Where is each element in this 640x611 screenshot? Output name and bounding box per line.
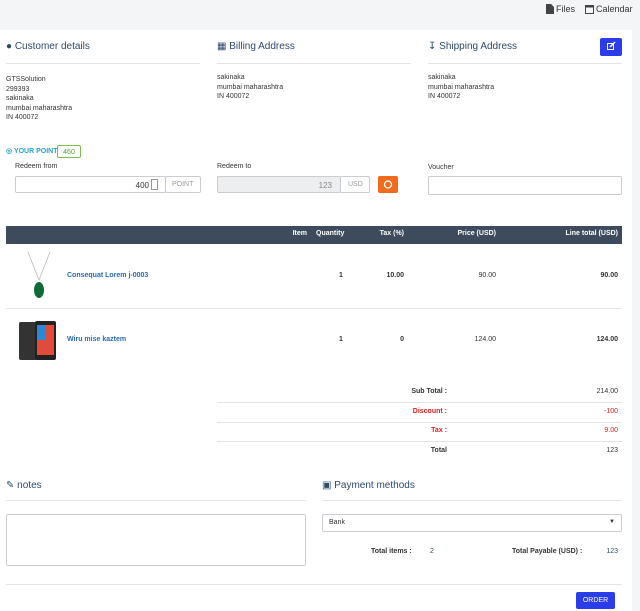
address-line: sakinaka	[217, 74, 245, 81]
cell: 0	[400, 336, 404, 343]
calendar-icon	[585, 5, 594, 14]
redeem-from-label: Redeem from	[15, 163, 58, 170]
text: Billing Address	[229, 41, 295, 52]
text: notes	[17, 480, 42, 491]
edit-icon	[607, 41, 616, 50]
text: Shipping Address	[439, 41, 518, 52]
redeem-to-input: 123	[217, 176, 341, 193]
product-name[interactable]: Consequat Lorem j-0003	[67, 272, 149, 279]
product-image	[27, 251, 51, 298]
cell: 90.00	[478, 272, 496, 279]
total-label: Tax :	[431, 427, 447, 435]
total-label: Sub Total :	[411, 388, 447, 395]
value: 400	[135, 181, 149, 190]
cell: 124.00	[596, 336, 618, 343]
total-value: -100	[603, 407, 618, 415]
files-link[interactable]: Files	[556, 4, 576, 14]
address-line: sakinaka	[428, 74, 456, 81]
value: Bank	[329, 519, 345, 526]
total-label: Total	[430, 447, 447, 455]
calendar-link[interactable]: Calendar	[596, 4, 633, 14]
text: Customer details	[14, 41, 90, 52]
column-header: Quantity	[316, 230, 345, 237]
redeem-from-addon: POINT	[165, 176, 201, 193]
billing-title: ▦ Billing Address	[217, 41, 295, 52]
total-value: 9.00	[604, 427, 618, 435]
divider	[217, 63, 411, 64]
cell: 10.00	[386, 272, 404, 279]
address-line: IN 400072	[217, 93, 250, 101]
payment-title: ▣ Payment methods	[322, 480, 415, 491]
redeem-to-label: Redeem to	[217, 163, 252, 170]
divider	[322, 500, 622, 501]
total-payable-label: Total Payable (USD) :	[512, 548, 583, 555]
shipping-title: ↧ Shipping Address	[428, 41, 518, 52]
address-line: GTSSolution	[6, 76, 46, 83]
customer-title: ● Customer details	[6, 41, 90, 52]
total-items: 2	[430, 548, 434, 555]
order-button[interactable]: ORDER	[576, 592, 615, 609]
notes-title: ✎ notes	[6, 480, 42, 491]
caret: ▼	[609, 519, 615, 525]
redeem-from-input[interactable]: 400	[15, 176, 166, 193]
cell: 90.00	[600, 272, 618, 279]
redeem-to-addon: USD	[340, 176, 370, 193]
address-line: IN 400072	[428, 93, 461, 101]
table-header	[6, 226, 622, 244]
divider	[6, 63, 200, 64]
text: YOUR POINT	[13, 148, 58, 155]
product-name[interactable]: Wiru mise kaztem	[67, 336, 127, 343]
column-header: Tax (%)	[379, 230, 404, 237]
divider	[217, 402, 622, 403]
points-label: ◎ YOUR POINT	[6, 148, 58, 155]
refresh-icon	[383, 180, 393, 189]
divider	[6, 500, 306, 501]
row-divider	[6, 308, 622, 309]
product-image	[19, 321, 56, 360]
total-label: Discount :	[412, 407, 447, 415]
points-badge: 460	[57, 145, 81, 158]
total-payable: 123	[606, 548, 618, 555]
value: 123	[318, 181, 332, 190]
unit: POINT	[172, 181, 194, 188]
payment-select[interactable]: Bank ▼	[322, 514, 622, 532]
spinner[interactable]	[151, 179, 158, 190]
unit: USD	[348, 181, 363, 188]
divider	[217, 421, 622, 423]
column-header: Line total (USD)	[565, 230, 619, 237]
address-line: sakinaka	[6, 95, 34, 103]
address-line: IN 400072	[6, 114, 39, 122]
text: Payment methods	[334, 480, 415, 491]
total-value: 214.00	[596, 388, 618, 395]
address-line: mumbai maharashtra	[6, 104, 73, 112]
column-header: Price (USD)	[457, 230, 496, 237]
cell: 1	[339, 336, 343, 343]
divider	[428, 63, 622, 64]
column-header: Item	[292, 230, 307, 237]
total-value: 123	[606, 447, 618, 455]
address-line: mumbai maharashtra	[217, 83, 284, 91]
refresh-button[interactable]	[378, 176, 398, 193]
voucher-label: Voucher	[428, 164, 454, 171]
edit-button[interactable]	[600, 38, 622, 56]
divider	[6, 584, 622, 585]
voucher-input[interactable]	[428, 176, 622, 195]
files-icon	[546, 4, 554, 14]
notes-textarea[interactable]	[6, 514, 306, 566]
address-line: mumbai maharashtra	[428, 83, 495, 91]
cell: 1	[339, 272, 343, 279]
address-line: 299393	[6, 85, 30, 93]
total-items-label: Total items :	[371, 548, 412, 555]
cell: 124.00	[474, 336, 496, 343]
divider	[217, 441, 622, 443]
